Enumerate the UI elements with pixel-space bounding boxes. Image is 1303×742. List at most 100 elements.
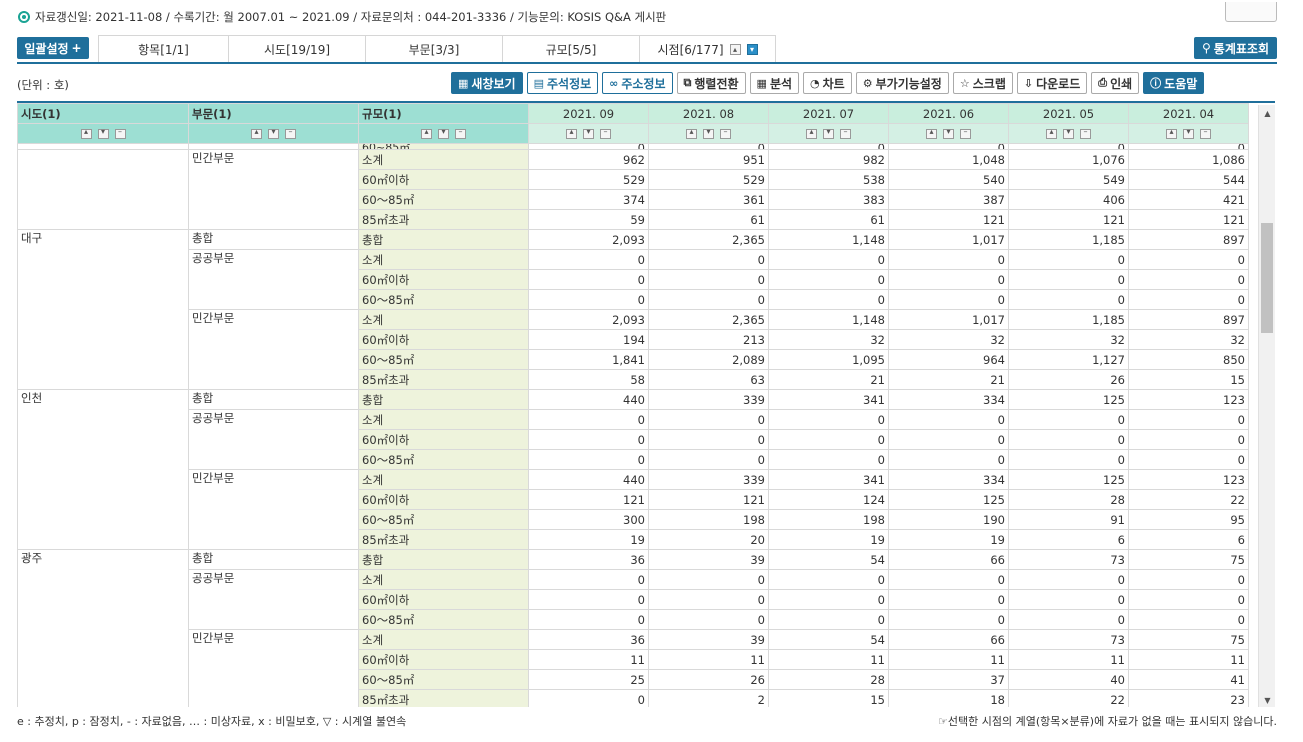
sort-up-icon[interactable] [1166,127,1177,139]
download-label: 다운로드 [1036,76,1081,91]
collapse-icon[interactable] [1200,127,1211,139]
gyumo-cell: 60～85㎡ [358,449,529,470]
gyumo-cell: 소계 [358,409,529,430]
collapse-icon[interactable] [1080,127,1091,139]
batch-settings-button[interactable]: 일괄설정 + [17,37,89,59]
value-cell: 95 [1128,509,1249,530]
sort-down-icon[interactable] [97,127,109,139]
gyumo-cell: 60㎡이하 [358,269,529,290]
tab-bumun[interactable]: 부문[3/3] [365,35,503,62]
table-row: 대구 총합 총합 2,093 2,365 1,148 1,017 1,185 897 [17,229,1249,390]
gyumo-cell: 총합 [358,549,529,570]
chart-button[interactable]: ◔ 차트 [803,72,852,94]
value-cell: 982 [768,149,889,170]
value-cell: 15 [768,689,889,707]
bumun-cell: 민간부문 [188,149,359,230]
sort-down-icon[interactable] [583,127,594,139]
sort-down-icon[interactable] [1183,127,1194,139]
sort-down-icon[interactable] [943,127,954,139]
table-row: 60㎡이하 121 121 124 125 28 22 [18,489,1249,510]
dim-header-sido[interactable]: 시도(1) [17,103,189,124]
value-cell: 0 [528,289,649,310]
extra-settings-button[interactable]: ⚙ 부가기능설정 [855,72,949,94]
scroll-up-icon[interactable]: ▲ [1264,109,1271,118]
dim-header-bumun[interactable]: 부문(1) [188,103,359,124]
collapse-icon[interactable] [455,127,466,139]
value-cell: 540 [888,169,1009,190]
update-info: 자료갱신일: 2021-11-08 / 수록기간: 월 2007.01 ~ 20… [18,8,666,26]
download-button[interactable]: ⇩ 다운로드 [1016,72,1088,94]
value-cell: 1,127 [1008,349,1129,370]
value-cell: 529 [528,169,649,190]
sort-down-icon[interactable] [268,127,279,139]
collapse-icon[interactable] [600,127,611,139]
transpose-button[interactable]: ⧉ 행렬전환 [676,72,746,94]
update-info-text: 자료갱신일: 2021-11-08 / 수록기간: 월 2007.01 ~ 20… [35,10,667,24]
sort-up-icon[interactable] [926,127,937,139]
sort-up-icon[interactable] [80,127,92,139]
sort-down-icon[interactable] [438,127,449,139]
value-cell: 198 [648,509,769,530]
value-cell: 0 [768,409,889,430]
address-info-button[interactable]: ∞ 주소정보 [602,72,673,94]
gyumo-cell: 85㎡초과 [358,369,529,390]
sort-up-icon[interactable] [421,127,432,139]
sort-up-icon[interactable] [806,127,817,139]
caret-up-icon[interactable]: ▴ [729,43,741,55]
value-cell: 22 [1128,489,1249,510]
caret-down-icon[interactable]: ▾ [746,43,758,55]
collapse-icon[interactable] [114,127,126,139]
value-cell: 0 [528,249,649,270]
value-cell: 0 [1128,569,1249,590]
address-info-label: 주소정보 [621,76,666,91]
gyumo-cell: 60㎡이하 [358,589,529,610]
scrollbar-thumb[interactable] [1261,223,1273,333]
value-cell: 0 [768,429,889,450]
collapse-icon[interactable] [285,127,296,139]
stat-view-button[interactable]: ⚲ 통계표조회 [1194,37,1277,59]
value-cell: 549 [1008,169,1129,190]
print-button[interactable]: ⎙ 인쇄 [1091,72,1140,94]
collapse-icon[interactable] [720,127,731,139]
value-cell: 0 [1008,249,1129,270]
value-cell: 0 [768,289,889,310]
stat-view-label: 통계표조회 [1213,41,1269,56]
table-row: 85㎡초과 0 2 15 18 22 23 [18,689,1249,707]
scrap-button[interactable]: ☆ 스크랩 [952,72,1013,94]
sort-down-icon[interactable] [823,127,834,139]
value-cell: 0 [528,569,649,590]
scroll-down-icon[interactable]: ▼ [1264,696,1271,705]
dim-header-gyumo[interactable]: 규모(1) [358,103,529,124]
tab-gyumo[interactable]: 규모[5/5] [502,35,640,62]
help-button[interactable]: ⓘ 도움말 [1143,72,1205,94]
value-cell: 374 [528,189,649,210]
tab-sido[interactable]: 시도[19/19] [228,35,366,62]
annotation-info-button[interactable]: ▤ 주석정보 [526,72,599,94]
sort-up-icon[interactable] [251,127,262,139]
table-row: 공공부문 소계 0 0 0 0 0 0 [18,569,1249,630]
sort-up-icon[interactable] [1046,127,1057,139]
value-cell: 19 [888,529,1009,550]
value-cell: 0 [888,569,1009,590]
sort-up-icon[interactable] [686,127,697,139]
collapse-icon[interactable] [840,127,851,139]
vertical-scrollbar[interactable]: ▲ ▼ [1258,105,1275,707]
analysis-button[interactable]: ▦ 분석 [749,72,800,94]
value-cell: 121 [888,209,1009,230]
value-cell: 1,017 [888,309,1009,330]
tab-period[interactable]: 시점[6/177] ▴ ▾ [639,35,776,62]
tab-item[interactable]: 항목[1/1] [98,35,229,62]
value-cell: 123 [1128,469,1249,490]
sort-down-icon[interactable] [1063,127,1074,139]
value-cell: 6 [1128,529,1249,550]
sort-up-icon[interactable] [566,127,577,139]
dimension-tabs: 항목[1/1] 시도[19/19] 부문[3/3] 규모[5/5] 시점[6/1… [98,35,776,62]
value-cell: 213 [648,329,769,350]
value-cell: 11 [1128,649,1249,670]
collapse-icon[interactable] [960,127,971,139]
new-window-button[interactable]: ▦ 새창보기 [451,72,523,94]
top-right-button[interactable] [1225,2,1277,22]
col-header-period: 2021. 08 [648,103,769,124]
sort-down-icon[interactable] [703,127,714,139]
value-cell: 73 [1008,629,1129,650]
